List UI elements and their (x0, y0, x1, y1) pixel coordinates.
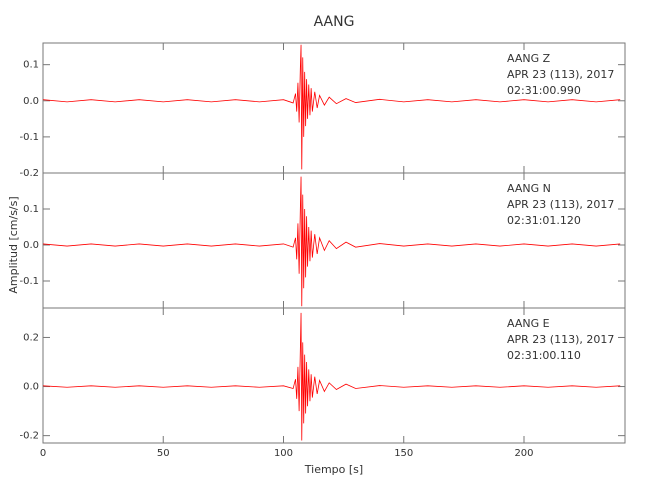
x-tick-label: 0 (40, 448, 46, 459)
y-tick-label: 0.2 (23, 332, 39, 343)
annotation: APR 23 (113), 2017 (507, 198, 614, 211)
y-tick-label: 0.0 (23, 240, 39, 251)
y-tick-label: 0.0 (23, 382, 39, 393)
waveform (42, 312, 621, 441)
annotation: APR 23 (113), 2017 (507, 68, 614, 81)
annotation: 02:31:00.110 (507, 349, 581, 362)
chart-title: AANG (314, 14, 355, 30)
annotation: AANG E (507, 317, 550, 330)
y-tick-label: 0.0 (23, 96, 39, 107)
y-tick-label: 0.1 (23, 204, 39, 215)
waveform (42, 176, 621, 307)
y-axis-label: Amplitud [cm/s/s] (7, 196, 20, 293)
y-tick-label: -0.1 (19, 276, 39, 287)
annotation: APR 23 (113), 2017 (507, 333, 614, 346)
annotation: 02:31:01.120 (507, 214, 581, 227)
y-tick-label: -0.2 (19, 431, 39, 442)
x-tick-label: 50 (157, 448, 170, 459)
x-axis-label: Tiempo [s] (304, 463, 363, 476)
x-tick-label: 100 (274, 448, 293, 459)
annotation: 02:31:00.990 (507, 84, 581, 97)
y-tick-label: -0.1 (19, 132, 39, 143)
y-tick-label: -0.2 (19, 168, 39, 179)
y-tick-label: 0.1 (23, 60, 39, 71)
annotation: AANG Z (507, 52, 551, 65)
waveform (42, 44, 621, 170)
x-tick-label: 200 (514, 448, 533, 459)
x-tick-label: 150 (394, 448, 413, 459)
annotation: AANG N (507, 182, 551, 195)
panel-frame (42, 307, 626, 444)
